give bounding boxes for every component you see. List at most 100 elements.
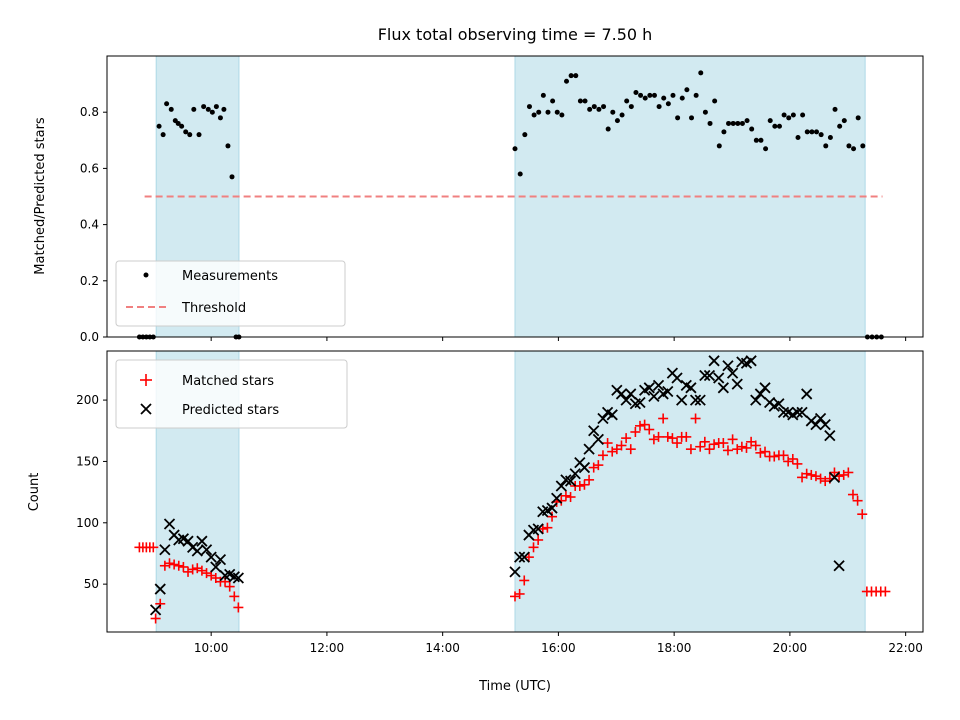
measurement-point [596,106,602,112]
panel-ratio: 0.00.20.40.60.8 Matched/Predicted stars … [33,55,924,344]
measurement-point [679,95,685,101]
predicted-point [796,406,808,418]
measurement-point [781,112,787,118]
matched-point [662,431,673,442]
predicted-point [814,412,827,425]
measurement-point [744,118,750,124]
matched-point [169,559,180,570]
matched-point [648,434,659,445]
y-axis-label-bottom: Count [27,473,42,512]
measurement-point [591,104,597,110]
matched-point [224,581,235,592]
predicted-point [643,382,655,394]
predicted-point [583,443,595,455]
matched-point [760,446,771,457]
measurement-point [554,109,560,115]
measurement-point [730,120,736,126]
measurement-point [665,101,671,107]
matched-point [685,444,696,455]
predicted-point [754,388,767,400]
predicted-point [191,545,203,557]
legend-label-threshold: Threshold [181,301,246,316]
measurement-point [164,101,170,107]
predicted-point [722,360,734,372]
measurement-point [191,106,197,112]
matched-point [838,469,849,480]
measurement-point [827,134,833,140]
measurement-point [804,129,810,135]
matched-point [229,591,240,602]
predicted-point [731,378,743,390]
axes-frame-top [106,55,924,338]
measurement-point [767,118,773,124]
matched-point [695,441,706,452]
measurement-point [221,106,227,112]
measurement-point [610,109,616,115]
legend-label-measurements: Measurements [182,269,278,284]
predicted-point [578,461,591,474]
measurement-point [776,123,782,129]
matched-point [602,438,613,449]
legend-label-predicted: Predicted stars [182,403,279,418]
matched-point [630,426,641,437]
matched-point [704,444,715,455]
matched-point [588,462,599,473]
measurement-point [656,104,662,110]
measurement-point [201,104,207,110]
matched-point [847,489,858,500]
matched-point [621,433,632,444]
measurement-point [763,146,769,152]
matched-point [806,469,817,480]
measurement-point [526,104,532,110]
predicted-point [625,388,637,400]
measurement-point [633,90,639,96]
matched-point [523,552,534,563]
predicted-point [182,535,194,547]
measurement-point [517,171,523,177]
matched-point [792,458,803,469]
matched-point [727,434,738,445]
predicted-point [200,544,213,556]
measurement-point [205,106,211,112]
matched-point [722,445,733,456]
matched-point [148,542,159,553]
measurement-point [651,92,657,98]
measurement-point [628,104,634,110]
predicted-point [708,355,720,367]
measurement-point [851,146,857,152]
x-tick-label: 22:00 [888,641,923,655]
predicted-point [801,388,813,400]
matched-point [709,439,720,450]
predicted-point [196,535,208,547]
legend-marker-measurements [143,272,149,278]
matched-point [159,560,170,571]
measurement-point [582,98,588,104]
measurement-point [670,92,676,98]
legend-bottom: Matched stars Predicted stars [115,359,348,429]
predicted-point [759,382,771,394]
matched-point [741,442,752,453]
y-axis-bottom: 50 100 150 200 [76,393,107,591]
measurement-point [225,143,231,149]
y-axis-top: 0.0 0.2 0.4 0.6 0.8 [80,105,107,344]
predicted-point [745,355,757,367]
matched-point [565,492,576,503]
predicted-point [777,406,790,418]
measurement-point [601,104,607,110]
predicted-point [726,367,739,379]
measurement-point [832,106,838,112]
matched-point [672,438,683,449]
matched-point [196,565,207,576]
predicted-point [159,544,171,556]
predicted-point [205,551,217,563]
predicted-point [163,518,176,530]
x-tick-label: 18:00 [657,641,692,655]
matched-point [625,444,636,455]
legend-marker-matched [140,374,152,386]
matched-point [519,575,530,586]
predicted-point [214,553,227,566]
x-tick-label: 16:00 [541,641,576,655]
matched-point [150,613,161,624]
matched-point [233,602,244,613]
matched-point [155,598,166,609]
